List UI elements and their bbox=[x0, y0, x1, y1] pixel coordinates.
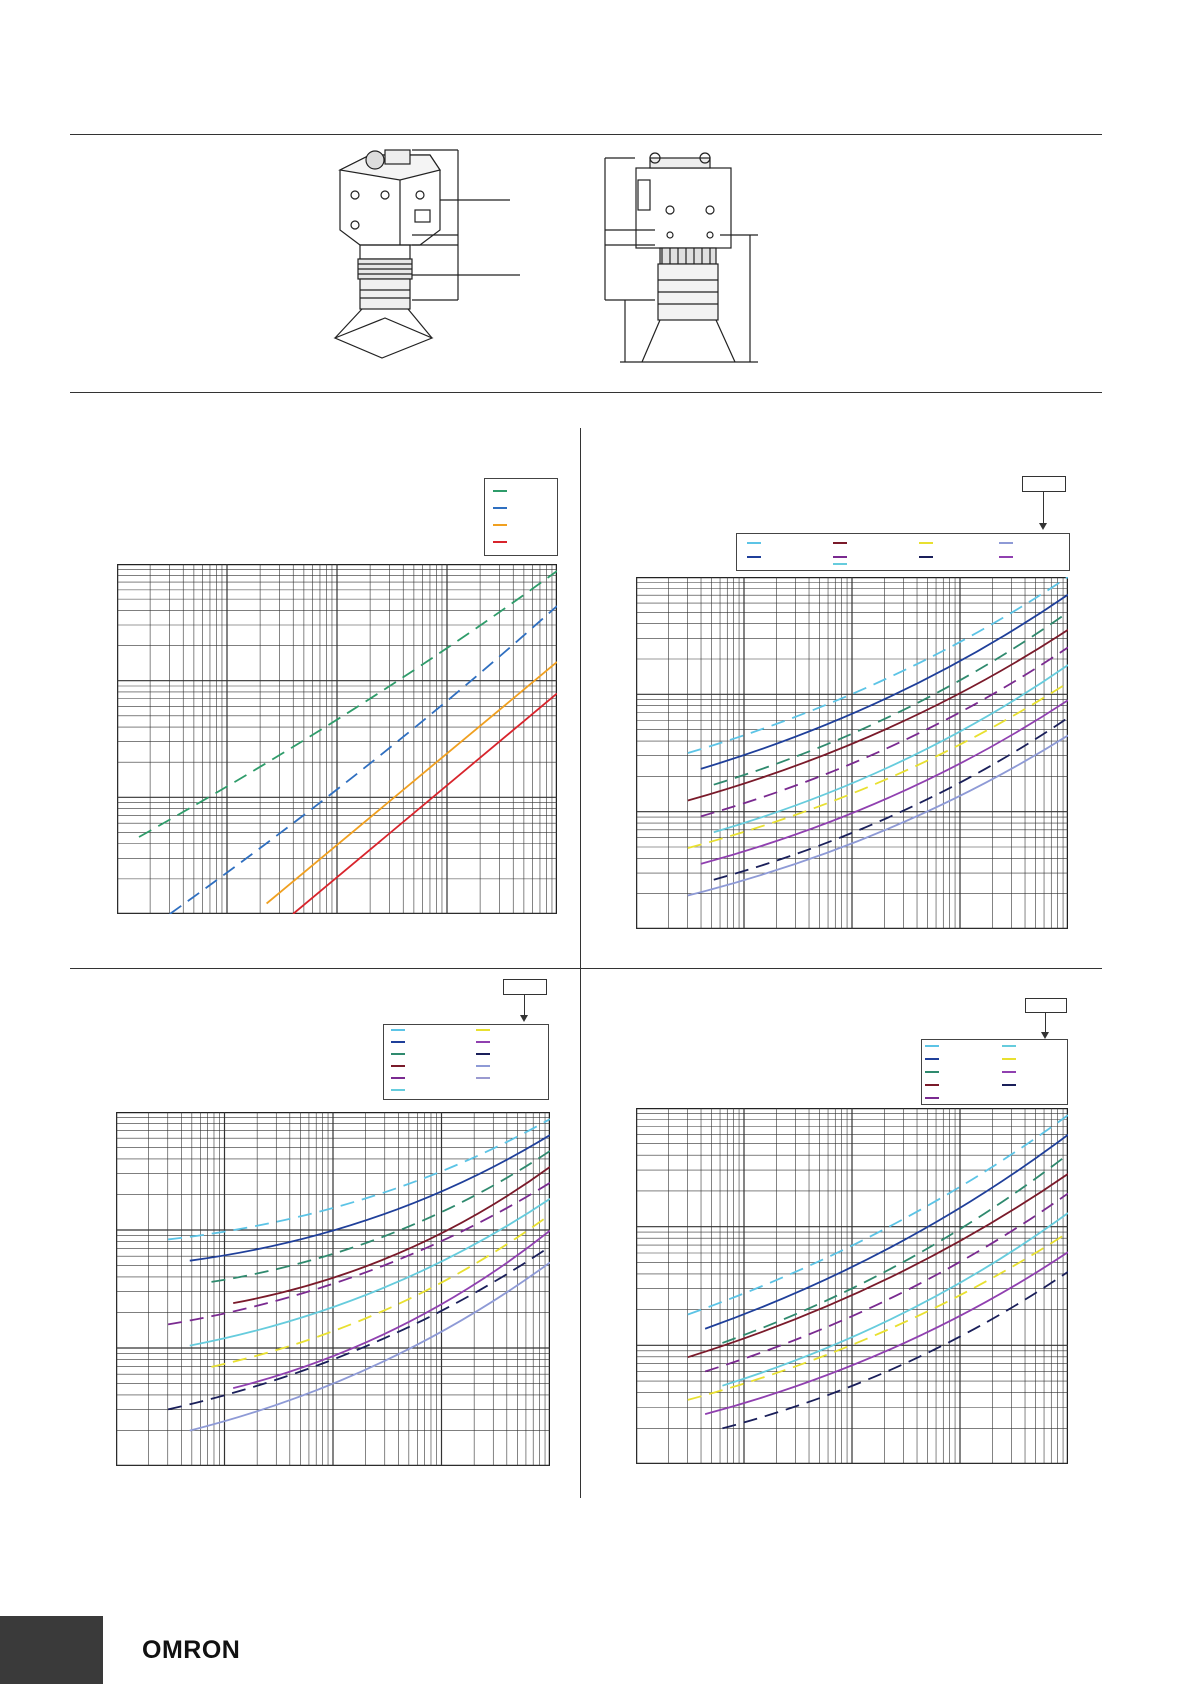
column-divider bbox=[580, 428, 581, 1498]
legend-swatch-9 bbox=[999, 556, 1013, 558]
curve-yellow bbox=[687, 681, 1068, 849]
arrow-bottom-right bbox=[1041, 1012, 1049, 1039]
legend-swatch-9 bbox=[1002, 1084, 1016, 1086]
curve-yellow bbox=[687, 1231, 1068, 1401]
curve-dark_navy bbox=[722, 1271, 1068, 1430]
arrow-bottom-left bbox=[520, 994, 528, 1022]
legend-top-left bbox=[484, 478, 558, 556]
curve-cyan bbox=[713, 664, 1068, 834]
legend-swatch-1 bbox=[747, 542, 761, 544]
curve-maroon bbox=[687, 1173, 1068, 1359]
curve-lavender bbox=[687, 734, 1068, 897]
legend-swatch-orange bbox=[493, 524, 507, 526]
legend-swatch-4 bbox=[391, 1065, 405, 1067]
curve-violet bbox=[232, 1229, 550, 1389]
legend-swatch-1 bbox=[391, 1029, 405, 1031]
legend-swatch-red bbox=[493, 541, 507, 543]
legend-swatch-2 bbox=[747, 556, 761, 558]
legend-swatch-7 bbox=[1002, 1058, 1016, 1060]
camera-side-drawing bbox=[604, 152, 758, 363]
curve-green bbox=[138, 570, 557, 838]
legend-swatch-3 bbox=[833, 542, 847, 544]
legend-swatch-4 bbox=[925, 1084, 939, 1086]
curve-navy bbox=[189, 1134, 550, 1262]
curve-maroon bbox=[687, 629, 1068, 802]
curve-yellow bbox=[211, 1213, 550, 1368]
legend-swatch-6 bbox=[1002, 1045, 1016, 1047]
curve-lavender bbox=[189, 1261, 550, 1432]
legend-swatch-6 bbox=[919, 542, 933, 544]
legend-top-right bbox=[736, 533, 1070, 571]
legend-swatch-5 bbox=[925, 1097, 939, 1099]
tag-bottom-left bbox=[503, 979, 547, 995]
curve-teal bbox=[713, 611, 1068, 786]
curve-blue bbox=[169, 605, 557, 914]
curve-light_blue bbox=[167, 1118, 550, 1241]
curve-purple bbox=[700, 646, 1068, 818]
grid-lines bbox=[636, 577, 1068, 929]
legend-swatch-10 bbox=[476, 1065, 490, 1067]
curve-dark_navy bbox=[713, 717, 1068, 881]
middle-rule bbox=[70, 968, 1102, 969]
legend-swatch-11 bbox=[476, 1077, 490, 1079]
legend-swatch-3 bbox=[391, 1053, 405, 1055]
legend-swatch-4 bbox=[833, 556, 847, 558]
curve-navy bbox=[704, 1133, 1068, 1330]
arrow-top-right bbox=[1039, 491, 1047, 530]
chart-bottom-left bbox=[116, 1112, 550, 1466]
curve-cyan bbox=[722, 1212, 1068, 1387]
curve-maroon bbox=[233, 1166, 550, 1305]
tag-bottom-right bbox=[1025, 998, 1067, 1013]
legend-swatch-1 bbox=[925, 1045, 939, 1047]
legend-bottom-left bbox=[383, 1024, 549, 1100]
legend-swatch-7 bbox=[919, 556, 933, 558]
camera-perspective-drawing bbox=[333, 149, 520, 359]
legend-swatch-8 bbox=[476, 1041, 490, 1043]
grid-lines bbox=[636, 1108, 1068, 1464]
curve-purple bbox=[167, 1182, 550, 1326]
legend-swatch-3 bbox=[925, 1071, 939, 1073]
top-rule bbox=[70, 134, 1102, 135]
section-rule bbox=[70, 392, 1102, 393]
curve-purple bbox=[704, 1192, 1068, 1373]
curve-dark_navy bbox=[167, 1245, 550, 1411]
legend-swatch-2 bbox=[925, 1058, 939, 1060]
legend-swatch-2 bbox=[391, 1041, 405, 1043]
curve-teal bbox=[722, 1153, 1068, 1344]
curve-orange bbox=[266, 661, 557, 905]
legend-swatch-6 bbox=[391, 1089, 405, 1091]
page-tab-block bbox=[0, 1616, 103, 1684]
omron-logo: OMRON bbox=[142, 1636, 241, 1664]
curve-light_blue bbox=[687, 577, 1068, 754]
legend-swatch-8 bbox=[999, 542, 1013, 544]
curve-cyan bbox=[189, 1197, 550, 1347]
curve-teal bbox=[211, 1150, 550, 1283]
chart-top-left bbox=[117, 564, 557, 914]
curve-red bbox=[292, 692, 557, 914]
legend-swatch-7 bbox=[476, 1029, 490, 1031]
legend-swatch-9 bbox=[476, 1053, 490, 1055]
legend-swatch-green bbox=[493, 490, 507, 492]
legend-swatch-blue bbox=[493, 507, 507, 509]
curve-violet bbox=[700, 699, 1068, 865]
legend-swatch-5 bbox=[833, 563, 847, 565]
curve-violet bbox=[704, 1251, 1068, 1416]
tag-top-right bbox=[1022, 476, 1066, 492]
legend-swatch-8 bbox=[1002, 1071, 1016, 1073]
curve-navy bbox=[700, 593, 1068, 770]
chart-top-right bbox=[636, 577, 1068, 929]
chart-bottom-right bbox=[636, 1108, 1068, 1464]
legend-swatch-5 bbox=[391, 1077, 405, 1079]
legend-bottom-right bbox=[921, 1039, 1068, 1105]
